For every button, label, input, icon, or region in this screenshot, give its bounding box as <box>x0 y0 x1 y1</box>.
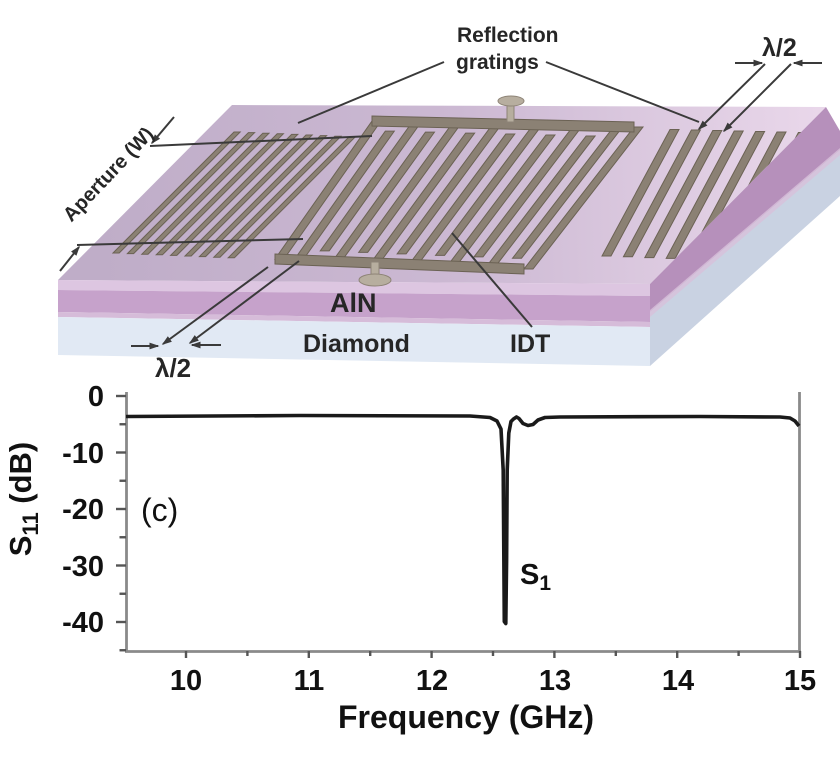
svg-text:13: 13 <box>539 665 571 697</box>
svg-text:AlN: AlN <box>330 288 377 318</box>
svg-text:11: 11 <box>294 665 325 697</box>
svg-text:-30: -30 <box>62 551 104 583</box>
svg-text:Frequency (GHz): Frequency (GHz) <box>338 699 594 735</box>
svg-text:0: 0 <box>88 381 104 413</box>
svg-text:S11 (dB): S11 (dB) <box>3 442 43 557</box>
svg-text:-40: -40 <box>62 607 104 639</box>
svg-text:gratings: gratings <box>456 51 539 74</box>
svg-text:10: 10 <box>170 665 202 697</box>
svg-text:λ/2: λ/2 <box>155 353 191 383</box>
svg-text:-10: -10 <box>62 438 104 470</box>
svg-text:(c): (c) <box>141 492 178 528</box>
svg-text:S1: S1 <box>520 559 551 595</box>
svg-text:-20: -20 <box>62 494 104 526</box>
svg-text:14: 14 <box>662 665 694 697</box>
svg-text:12: 12 <box>416 665 448 697</box>
svg-text:IDT: IDT <box>510 330 550 358</box>
svg-text:λ/2: λ/2 <box>762 34 797 62</box>
svg-text:Diamond: Diamond <box>303 330 410 358</box>
svg-text:15: 15 <box>784 665 816 697</box>
svg-text:Reflection: Reflection <box>457 24 559 47</box>
